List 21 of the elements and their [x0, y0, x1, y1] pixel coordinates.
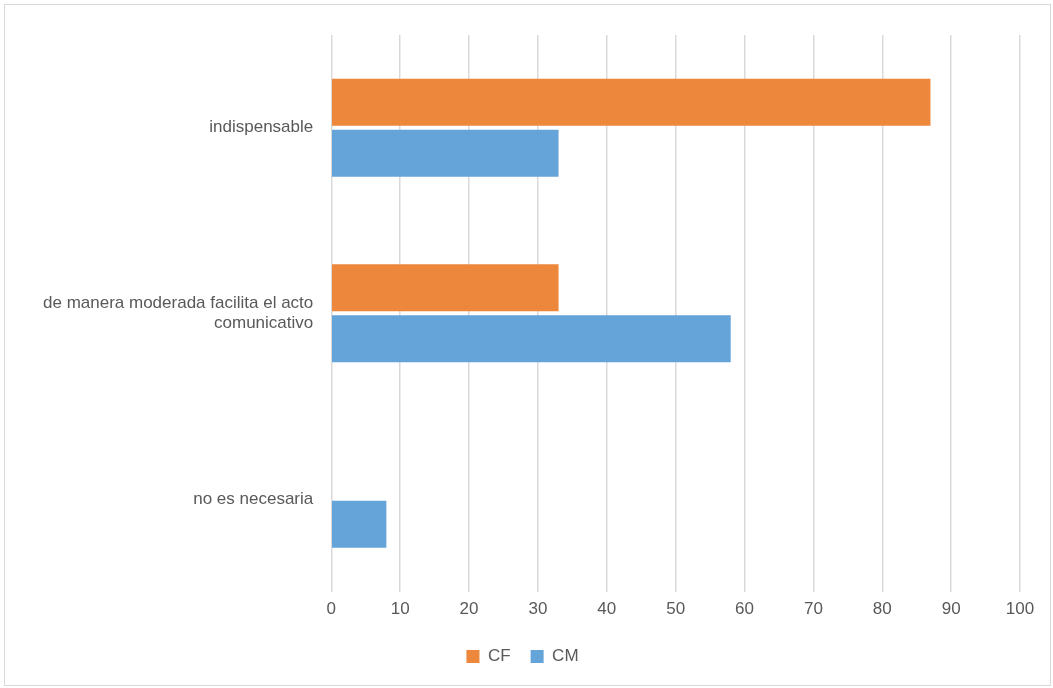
bar	[332, 500, 387, 548]
bar	[332, 315, 731, 363]
x-tick-label: 40	[597, 599, 617, 619]
bar	[332, 78, 931, 126]
x-tick-label: 60	[735, 599, 754, 619]
y-tick-label: de manera moderada facilita el acto comunicativo	[43, 292, 314, 333]
bar	[332, 129, 559, 177]
legend-label: CF	[487, 646, 511, 666]
x-tick-label: 80	[872, 599, 892, 619]
legend-label: CM	[552, 646, 579, 666]
x-tick-label: 70	[803, 599, 823, 619]
x-tick-label: 90	[941, 599, 961, 619]
x-tick-label: 30	[528, 599, 548, 619]
x-tick-label: 20	[459, 599, 479, 619]
bar	[332, 264, 559, 312]
x-tick-label: 50	[666, 599, 686, 619]
y-tick-label: no es necesaria	[193, 488, 314, 508]
x-tick-label: 100	[1005, 599, 1035, 619]
x-tick-label: 0	[326, 599, 336, 619]
x-tick-label: 10	[390, 599, 410, 619]
y-tick-label: indispensable	[209, 117, 314, 137]
